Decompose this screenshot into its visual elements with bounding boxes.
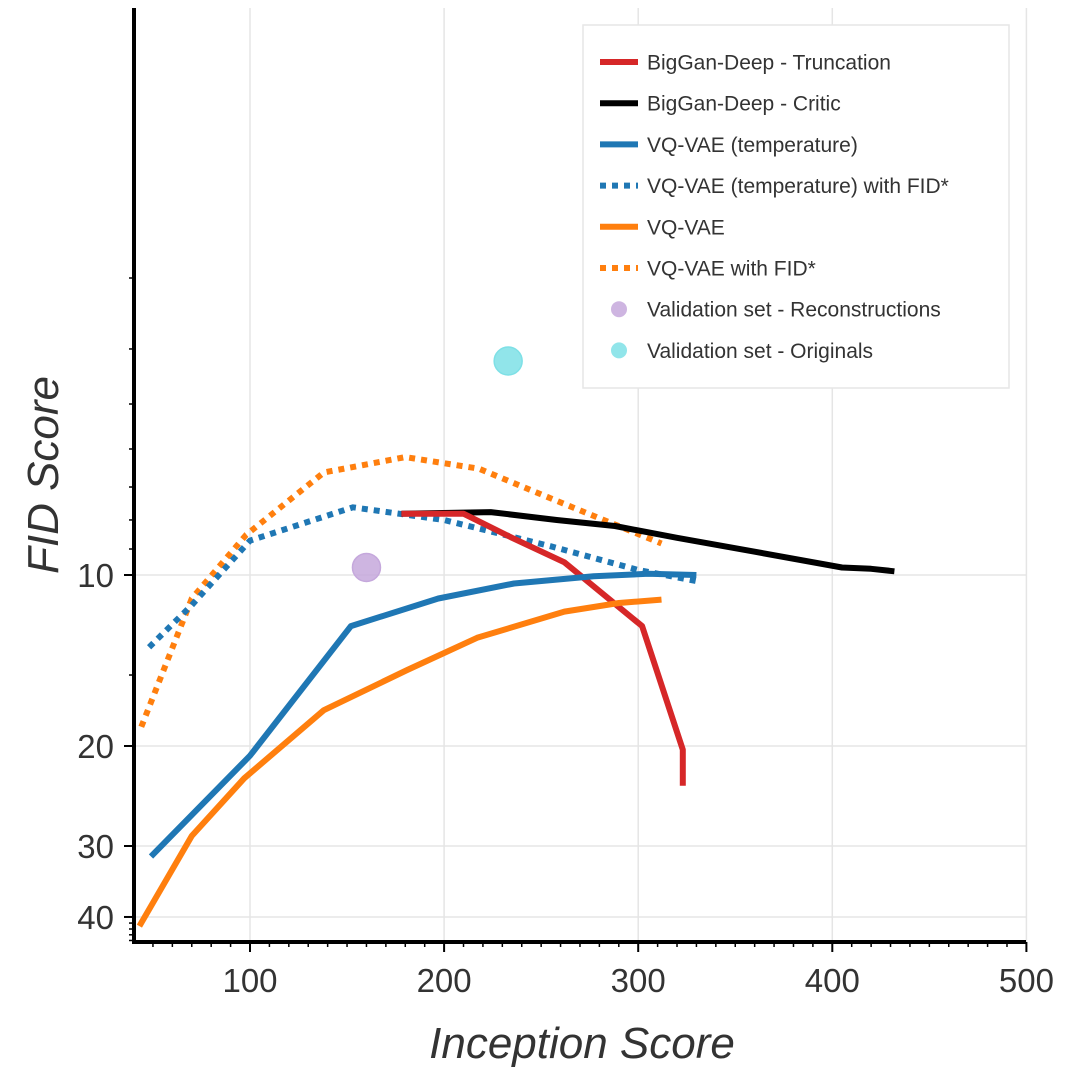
legend-label: BigGan-Deep - Truncation — [647, 52, 891, 75]
legend-box — [582, 24, 1010, 389]
x-tick-label: 100 — [222, 962, 277, 999]
series-line-vq-vae-temperature-with-fid — [146, 504, 697, 650]
legend-label: VQ-VAE (temperature) — [647, 134, 858, 157]
y-tick-label: 40 — [77, 899, 114, 936]
legend-swatch — [611, 342, 627, 359]
x-tick-label: 400 — [805, 962, 860, 999]
legend-label: VQ-VAE — [647, 216, 725, 239]
ticks: 100 200 300 400 500 10 20 30 40 — [77, 277, 1054, 999]
y-axis-title: FID Score — [19, 376, 68, 574]
legend-label: VQ-VAE with FID* — [647, 258, 816, 281]
series-line-vq-vae-temperature — [148, 570, 697, 859]
series-line-vq-vae — [136, 596, 662, 928]
legend-swatch — [611, 301, 627, 318]
point-validation-set-originals — [493, 346, 523, 376]
legend-label: BigGan-Deep - Critic — [647, 93, 841, 116]
series-line-biggan-deep-truncation — [401, 510, 686, 786]
series-line-biggan-deep-critic — [401, 509, 895, 575]
x-tick-label: 200 — [417, 962, 472, 999]
legend-label: Validation set - Originals — [647, 340, 873, 363]
y-tick-label: 30 — [77, 828, 114, 865]
legend-label: VQ-VAE (temperature) with FID* — [647, 175, 949, 198]
x-tick-label: 300 — [611, 962, 666, 999]
x-tick-label: 500 — [999, 962, 1054, 999]
y-tick-label: 10 — [77, 557, 114, 594]
y-tick-label: 20 — [77, 728, 114, 765]
axes — [132, 8, 1026, 944]
points-layer — [351, 346, 523, 583]
series-layer — [136, 454, 895, 928]
series-line-vq-vae-with-fid — [138, 454, 663, 728]
x-axis-title: Inception Score — [429, 1019, 735, 1068]
point-validation-set-reconstructions — [351, 552, 382, 583]
legend: BigGan-Deep - Truncation BigGan-Deep - Cr… — [582, 24, 1010, 389]
legend-label: Validation set - Reconstructions — [647, 299, 941, 322]
